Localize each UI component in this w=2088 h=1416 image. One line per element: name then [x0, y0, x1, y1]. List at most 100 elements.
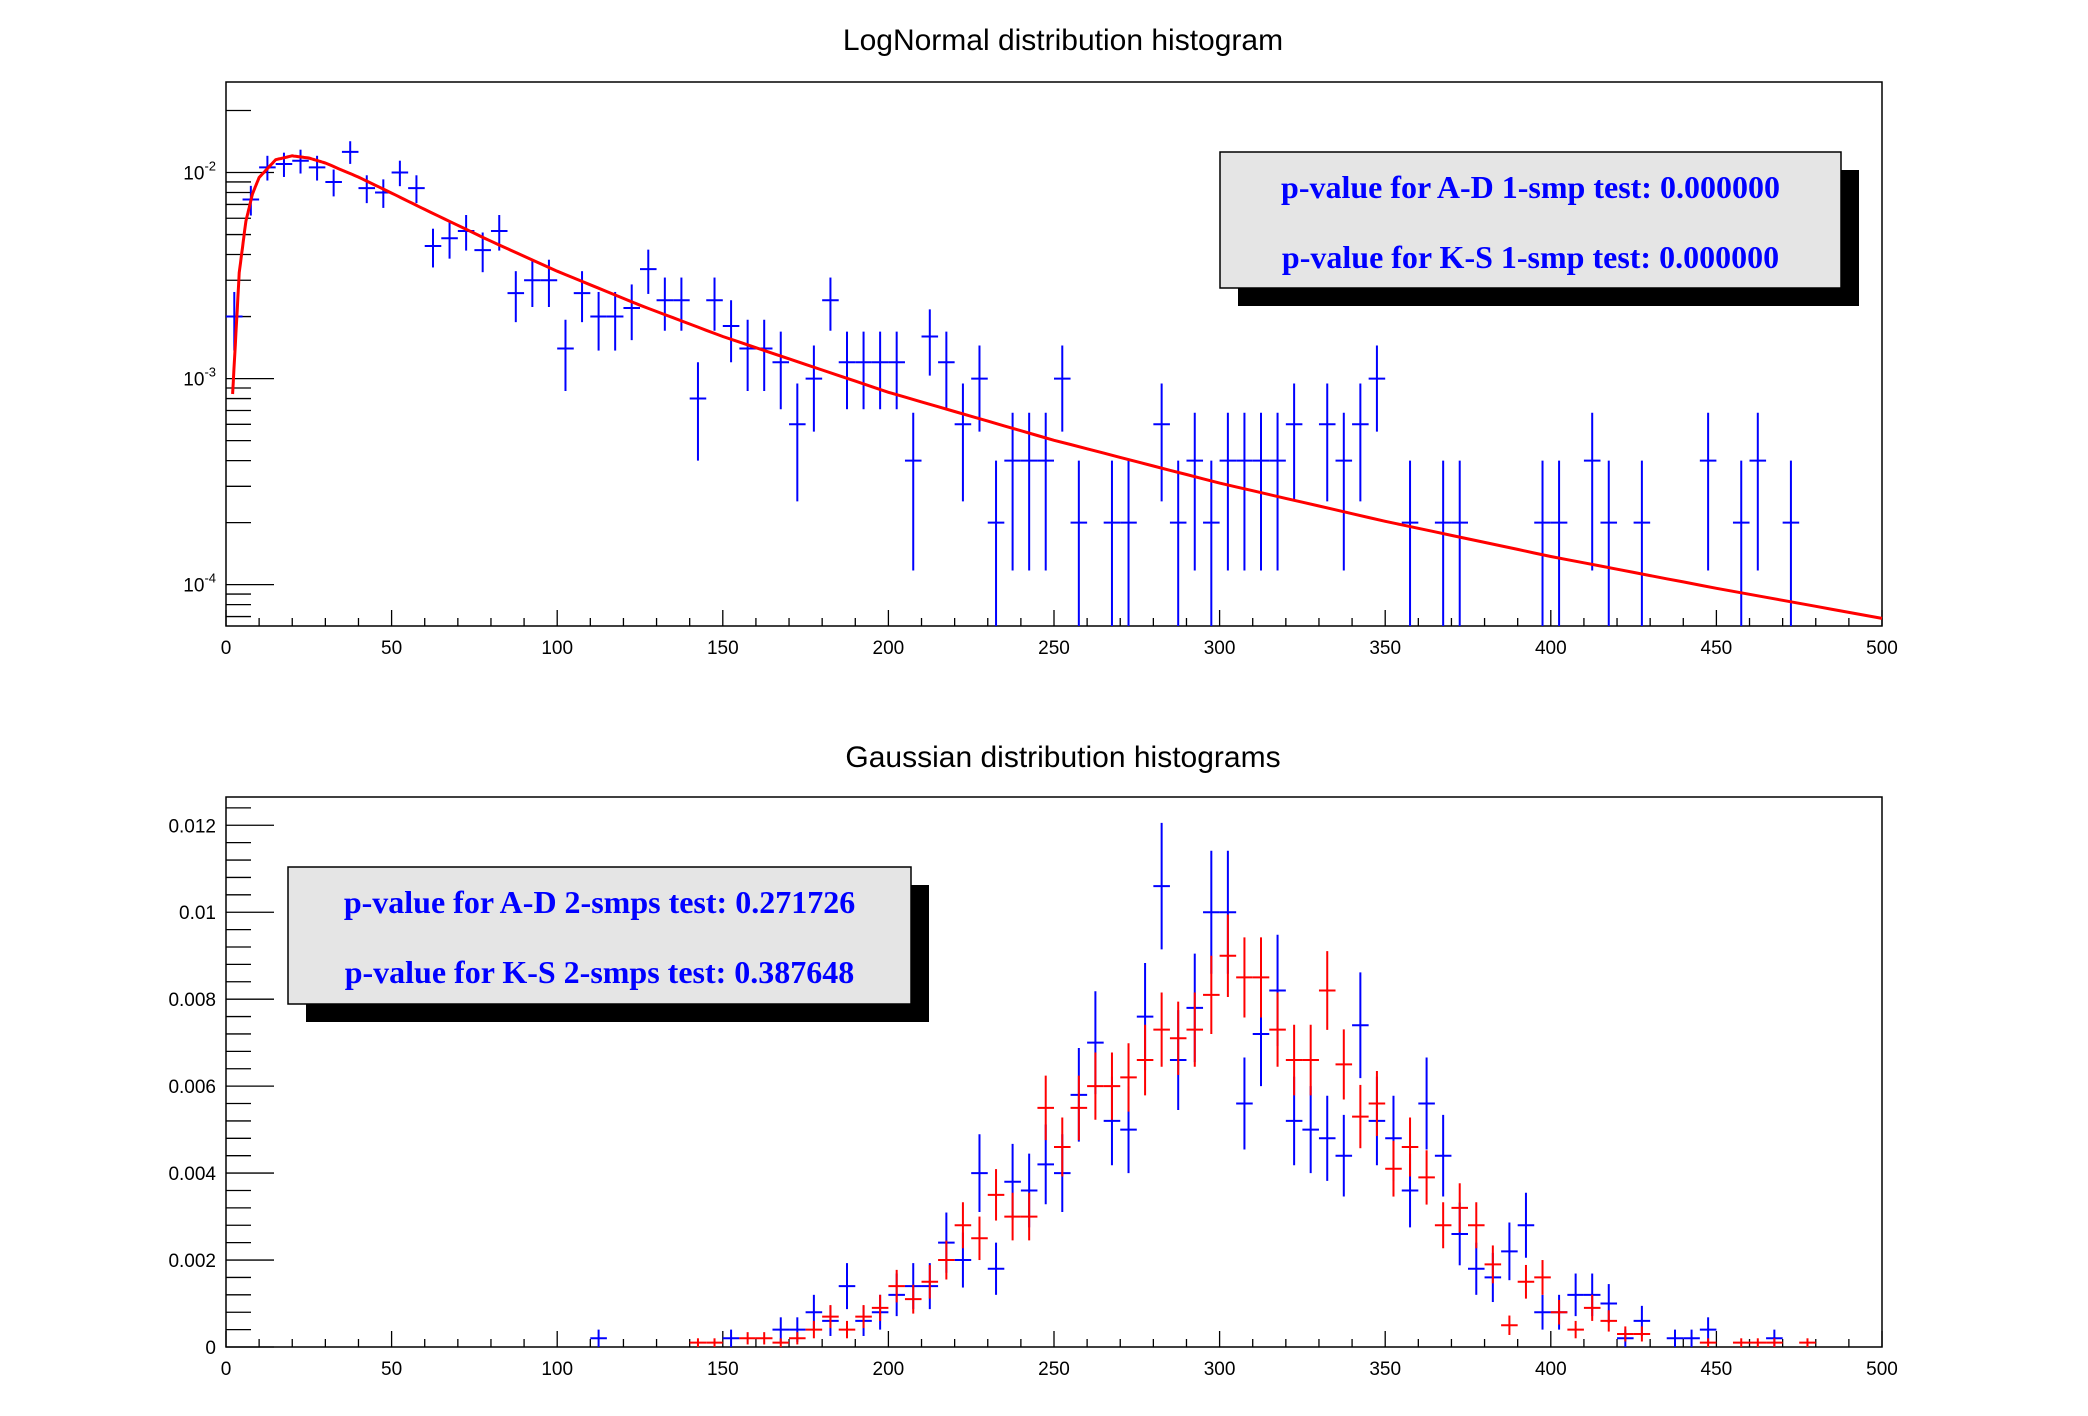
- data-point: [1550, 1299, 1568, 1325]
- data-point: [1054, 1117, 1071, 1177]
- data-point: [557, 319, 574, 391]
- data-point: [1103, 460, 1121, 626]
- data-point: [341, 141, 359, 164]
- data-point: [1203, 850, 1220, 974]
- p-value-text: p-value for A-D 1-smp test: 0.000000: [1281, 169, 1780, 205]
- data-point: [1252, 937, 1270, 1018]
- y-tick-label: 0.008: [168, 990, 216, 1011]
- p-value-text: p-value for K-S 2-smps test: 0.387648: [345, 954, 855, 990]
- data-point: [855, 1305, 872, 1329]
- data-point: [1153, 992, 1170, 1067]
- data-point: [722, 1329, 740, 1347]
- data-point: [1335, 1029, 1353, 1100]
- data-point: [706, 1338, 723, 1347]
- data-point: [904, 1284, 922, 1314]
- data-point: [1153, 383, 1170, 502]
- data-point: [640, 249, 657, 294]
- data-point: [1302, 1086, 1319, 1174]
- data-point: [1054, 345, 1071, 432]
- lognormal-histogram-plot: LogNormal distribution histogram 0 50 100 1…: [183, 24, 1898, 659]
- data-point: [1517, 1264, 1535, 1299]
- data-point: [789, 1332, 806, 1345]
- gaussian-histograms-plot: Gaussian distribution histograms 0 50 100 1…: [168, 741, 1897, 1380]
- data-point: [938, 331, 955, 410]
- data-point: [1401, 460, 1419, 626]
- y-tick-label: 0.004: [168, 1164, 216, 1185]
- data-point: [954, 1202, 972, 1249]
- y-tick-label: 10-3: [183, 365, 216, 391]
- data-point: [1633, 460, 1651, 626]
- y-tick-label: 0.002: [168, 1251, 216, 1272]
- data-point: [921, 1264, 939, 1299]
- box-background: [1219, 151, 1842, 289]
- data-point: [1749, 412, 1767, 571]
- data-point: [1186, 412, 1204, 571]
- data-point: [1732, 1338, 1750, 1347]
- data-point: [408, 175, 425, 204]
- data-point: [722, 300, 740, 363]
- data-point: [1782, 460, 1800, 626]
- data-point: [1418, 1057, 1435, 1150]
- data-point: [739, 319, 756, 391]
- data-point: [1120, 460, 1137, 626]
- data-point: [1617, 1326, 1634, 1342]
- x-tick-label: 300: [1204, 1359, 1236, 1380]
- data-point: [1352, 383, 1369, 502]
- x-tick-label: 0: [221, 1359, 232, 1380]
- data-point: [590, 1329, 607, 1347]
- data-point: [1335, 412, 1353, 571]
- data-point: [1434, 460, 1452, 626]
- data-point: [1004, 412, 1021, 571]
- data-point: [1484, 1245, 1502, 1284]
- data-point: [888, 1269, 905, 1303]
- data-point: [1087, 1052, 1104, 1120]
- data-point: [292, 149, 309, 174]
- data-point: [424, 228, 442, 268]
- data-point: [954, 383, 972, 502]
- data-point: [1269, 412, 1286, 571]
- data-point: [871, 1294, 889, 1321]
- p-value-box: p-value for A-D 1-smp test: 0.000000 p-va…: [1219, 151, 1859, 306]
- data-point: [1666, 1329, 1684, 1347]
- data-point: [1451, 1183, 1468, 1233]
- data-point: [888, 331, 905, 410]
- y-tick-label: 10-2: [183, 159, 216, 185]
- data-point: [1219, 914, 1237, 997]
- data-point: [1517, 1192, 1535, 1258]
- x-tick-label: 50: [381, 1359, 402, 1380]
- data-point: [1501, 1222, 1518, 1281]
- y-tick-label: 0: [205, 1338, 216, 1359]
- data-point: [987, 1169, 1005, 1221]
- data-point: [755, 319, 773, 391]
- data-point: [772, 1338, 790, 1347]
- data-point: [1236, 937, 1253, 1018]
- data-point: [1468, 1242, 1485, 1295]
- data-point: [1534, 460, 1551, 626]
- data-point: [1683, 1329, 1700, 1347]
- data-point: [838, 1263, 856, 1310]
- data-point: [507, 271, 525, 323]
- data-point: [1418, 1150, 1435, 1205]
- data-point: [1335, 1114, 1353, 1197]
- data-point: [772, 331, 790, 410]
- histogram-series: [689, 914, 1816, 1347]
- data-point: [1368, 345, 1386, 432]
- data-point: [1699, 1317, 1717, 1342]
- data-point: [1799, 1338, 1816, 1347]
- data-point: [805, 1320, 823, 1339]
- x-tick-label: 250: [1038, 638, 1070, 659]
- data-point: [1451, 460, 1468, 626]
- data-point: [904, 412, 922, 571]
- x-tick-label: 500: [1866, 1359, 1898, 1380]
- x-tick-label: 200: [873, 638, 905, 659]
- data-point: [706, 277, 723, 331]
- data-point: [1103, 1052, 1121, 1120]
- data-point: [1434, 1202, 1452, 1249]
- data-point: [1468, 1202, 1485, 1249]
- x-tick-label: 350: [1369, 638, 1401, 659]
- data-point: [689, 1338, 707, 1347]
- data-point: [1318, 951, 1336, 1030]
- data-point: [1749, 1338, 1767, 1347]
- data-point: [1633, 1326, 1651, 1342]
- data-point: [1219, 412, 1237, 571]
